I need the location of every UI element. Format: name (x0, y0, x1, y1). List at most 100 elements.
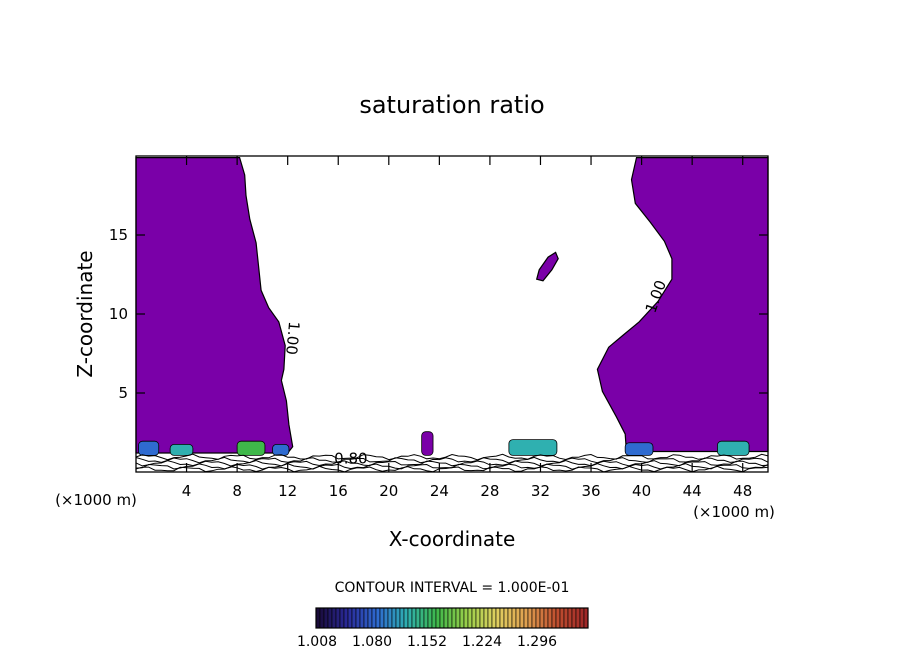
colorbar-tick-label: 1.080 (352, 634, 392, 650)
colorbar-cell (455, 607, 461, 629)
colorbar-cell (451, 607, 457, 629)
colorbar-cell (503, 607, 509, 629)
colorbar-tick-label: 1.008 (297, 634, 337, 650)
colorbar-cell (527, 607, 533, 629)
contour-line (135, 456, 769, 464)
colorbar-cell (343, 607, 349, 629)
colorbar-cell (323, 607, 329, 629)
x-tick-label: 8 (232, 482, 242, 500)
colorbar-cell (511, 607, 517, 629)
contour-label: 1.00 (282, 321, 303, 356)
contour-label: 0.80 (334, 449, 367, 467)
colorbar-cell (427, 607, 433, 629)
colorbar-cell (491, 607, 497, 629)
colorbar-cell (467, 607, 473, 629)
colorbar-cell (439, 607, 445, 629)
x-tick-label: 36 (581, 482, 600, 500)
contour-line (135, 459, 769, 467)
colorbar-cell (431, 607, 437, 629)
colorbar-cell (543, 607, 549, 629)
colorbar-cell (571, 607, 577, 629)
colorbar-cell (559, 607, 565, 629)
chart-title: saturation ratio (359, 91, 544, 119)
colorbar-cell (387, 607, 393, 629)
colorbar-cell (555, 607, 561, 629)
cloud-patch (624, 442, 654, 456)
cloud-patch (169, 443, 194, 456)
y-axis: 5 10 15 (109, 226, 768, 402)
colorbar-cell (335, 607, 341, 629)
colorbar-cell (399, 607, 405, 629)
y-tick-label: 5 (118, 384, 128, 402)
x-tick-label: 32 (531, 482, 550, 500)
colorbar-cell (471, 607, 477, 629)
colorbar-cell (355, 607, 361, 629)
y-tick-label: 15 (109, 226, 128, 244)
plot-area: 1.001.000.80 (135, 155, 769, 473)
x-tick-label: 44 (683, 482, 702, 500)
cloud-patch (717, 440, 750, 456)
x-unit-right: (×1000 m) (693, 503, 775, 521)
colorbar-cell (459, 607, 465, 629)
x-tick-label: 20 (379, 482, 398, 500)
saturated-region-left (135, 157, 294, 454)
colorbar-cell (419, 607, 425, 629)
colorbar-cell (531, 607, 537, 629)
x-tick-label: 12 (278, 482, 297, 500)
colorbar-cell (391, 607, 397, 629)
colorbar-frame (315, 607, 589, 629)
colorbar-cell (507, 607, 513, 629)
colorbar-cell (443, 607, 449, 629)
saturated-blob (535, 251, 559, 282)
contour-interval-note: CONTOUR INTERVAL = 1.000E-01 (335, 580, 570, 596)
colorbar-cell (547, 607, 553, 629)
colorbar-cell (579, 607, 585, 629)
colorbar-cell (563, 607, 569, 629)
colorbar-cell (535, 607, 541, 629)
saturated-region-right (596, 157, 769, 453)
colorbar-tick-label: 1.152 (407, 634, 447, 650)
colorbar-cell (375, 607, 381, 629)
cloud-patch (421, 431, 434, 456)
colorbar-cell (351, 607, 357, 629)
cloud-patch (508, 439, 558, 456)
colorbar-cell (463, 607, 469, 629)
colorbar-cell (383, 607, 389, 629)
colorbar-cell (523, 607, 529, 629)
colorbar-cell (371, 607, 377, 629)
colorbar-cell (407, 607, 413, 629)
colorbar-cell (403, 607, 409, 629)
colorbar-cell (411, 607, 417, 629)
cloud-patch (138, 440, 160, 456)
cloud-patch (272, 443, 290, 456)
colorbar-cell (479, 607, 485, 629)
x-tick-label: 48 (733, 482, 752, 500)
colorbar-cell (319, 607, 325, 629)
colorbar-cell (327, 607, 333, 629)
y-tick-label: 10 (109, 305, 128, 323)
x-tick-label: 24 (430, 482, 449, 500)
colorbar-cell (415, 607, 421, 629)
colorbar-cell (331, 607, 337, 629)
contour-line (135, 453, 769, 461)
x-axis: 4 8 12 16 20 24 28 32 36 40 44 48 (182, 156, 752, 500)
colorbar-cell (499, 607, 505, 629)
colorbar-cell (519, 607, 525, 629)
y-axis-label: Z-coordinate (73, 250, 97, 377)
colorbar-cell (395, 607, 401, 629)
colorbar-cell (495, 607, 501, 629)
x-axis-label: X-coordinate (389, 527, 516, 551)
colorbar-cell (575, 607, 581, 629)
colorbar-cell (483, 607, 489, 629)
colorbar-cell (347, 607, 353, 629)
x-tick-label: 40 (632, 482, 651, 500)
colorbar-cell (539, 607, 545, 629)
colorbar: 1.008 1.080 1.152 1.224 1.296 (297, 607, 589, 650)
x-tick-label: 28 (480, 482, 499, 500)
colorbar-cell (447, 607, 453, 629)
x-tick-label: 16 (329, 482, 348, 500)
colorbar-cell (379, 607, 385, 629)
x-unit-left: (×1000 m) (55, 491, 137, 509)
colorbar-cell (435, 607, 441, 629)
